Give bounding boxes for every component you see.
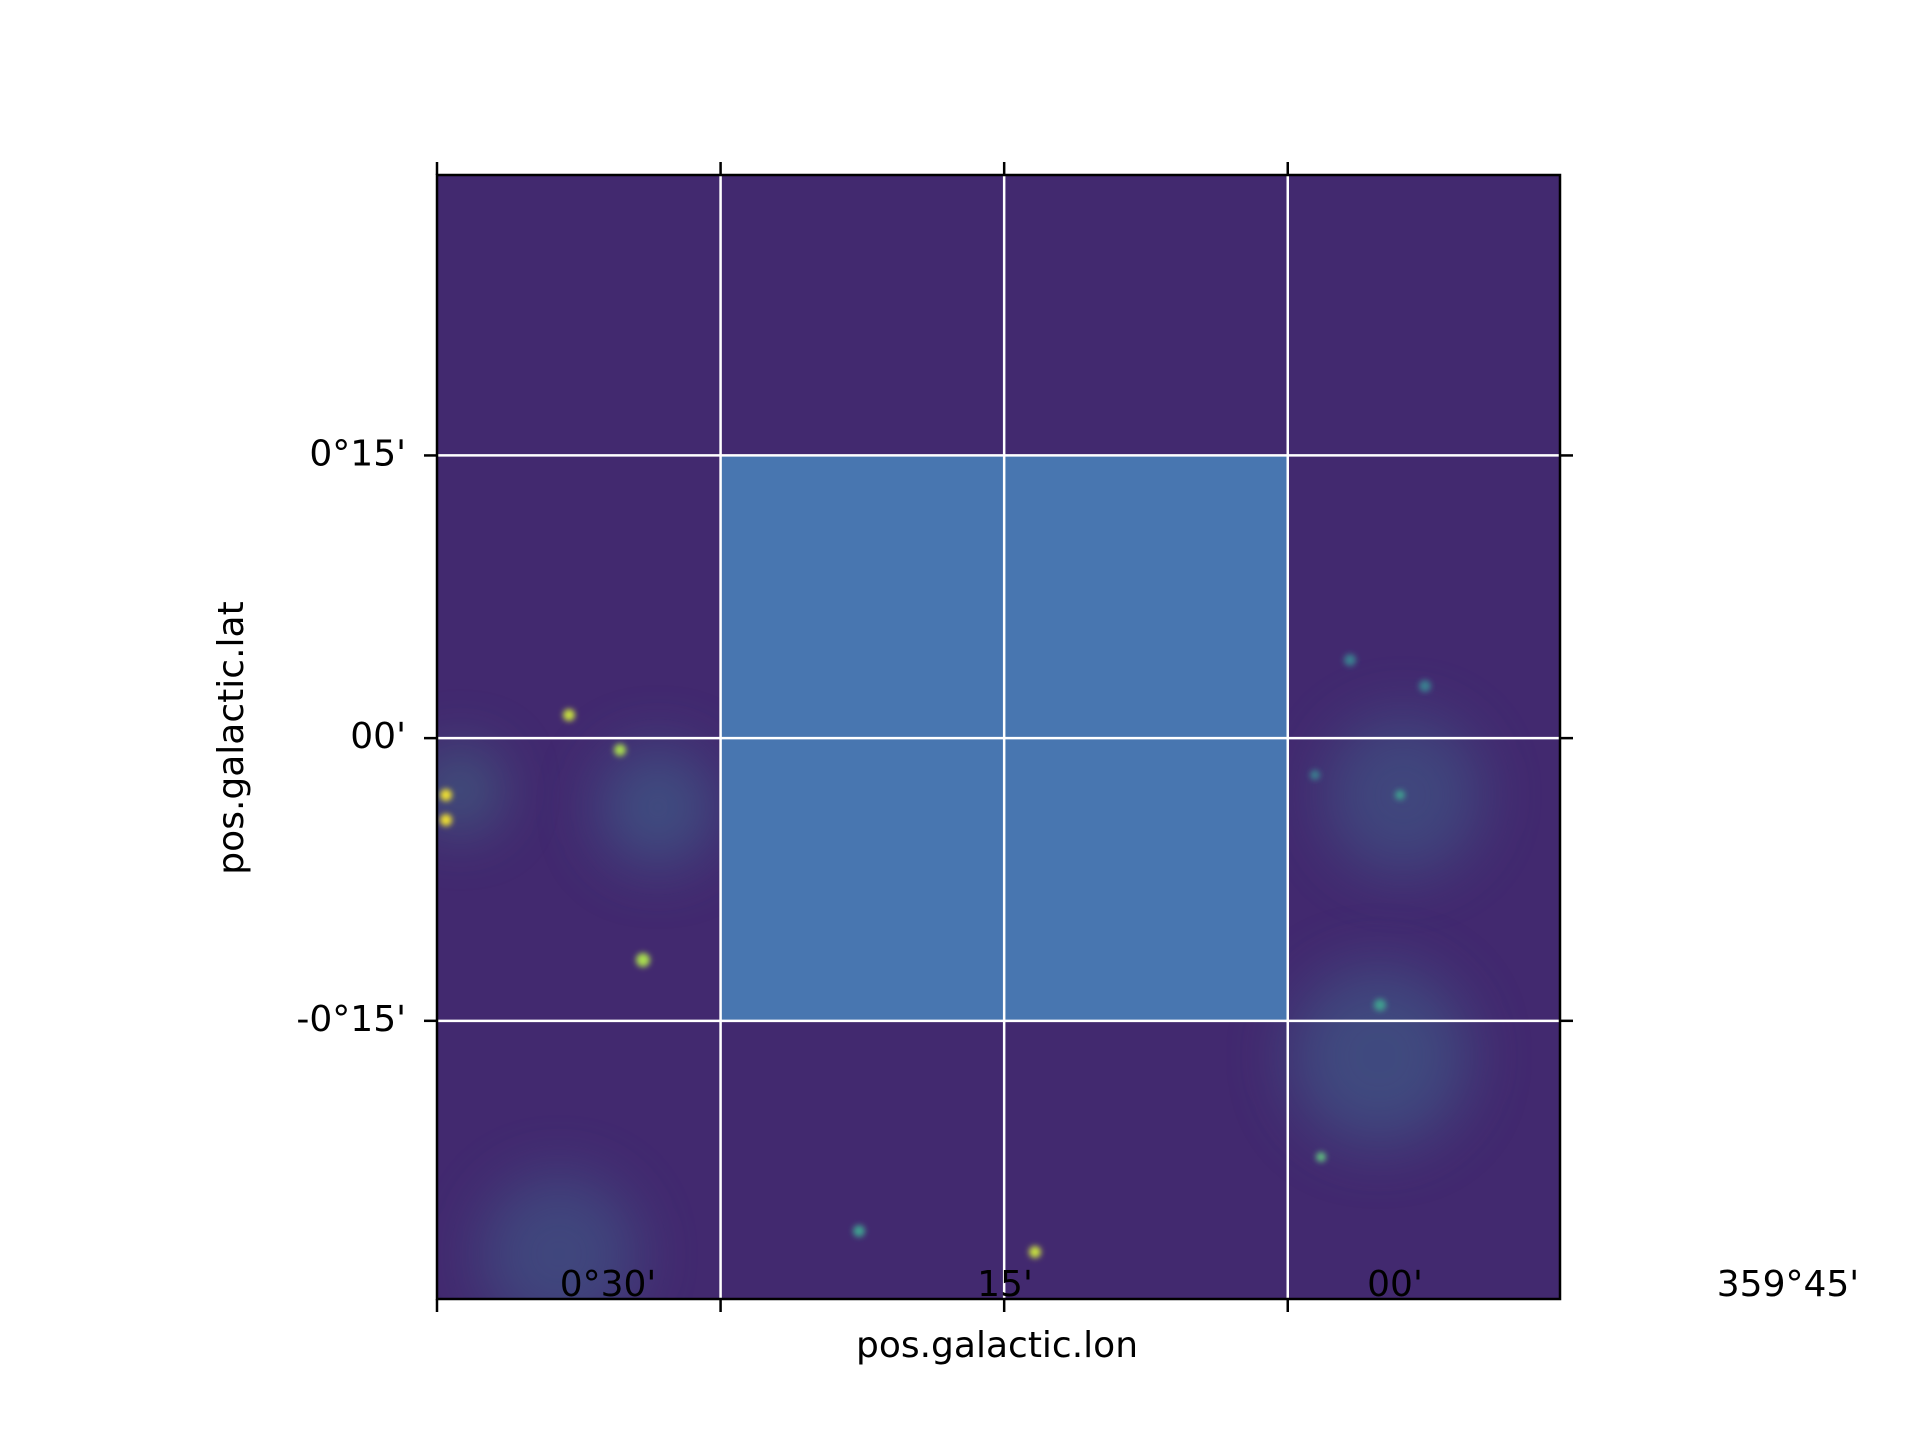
- x-tick-label: 359°45': [1717, 1264, 1859, 1305]
- y-tick-label: 0°15': [309, 433, 406, 474]
- x-axis-label: pos.galactic.lon: [856, 1325, 1138, 1366]
- emission: [437, 654, 1483, 1299]
- y-tick-label: -0°15': [296, 999, 406, 1040]
- y-tick-label: 00': [350, 716, 406, 757]
- overlay: [437, 175, 1560, 1299]
- y-axis-label: pos.galactic.lat: [211, 601, 252, 874]
- axes-frame: [435, 173, 1562, 1301]
